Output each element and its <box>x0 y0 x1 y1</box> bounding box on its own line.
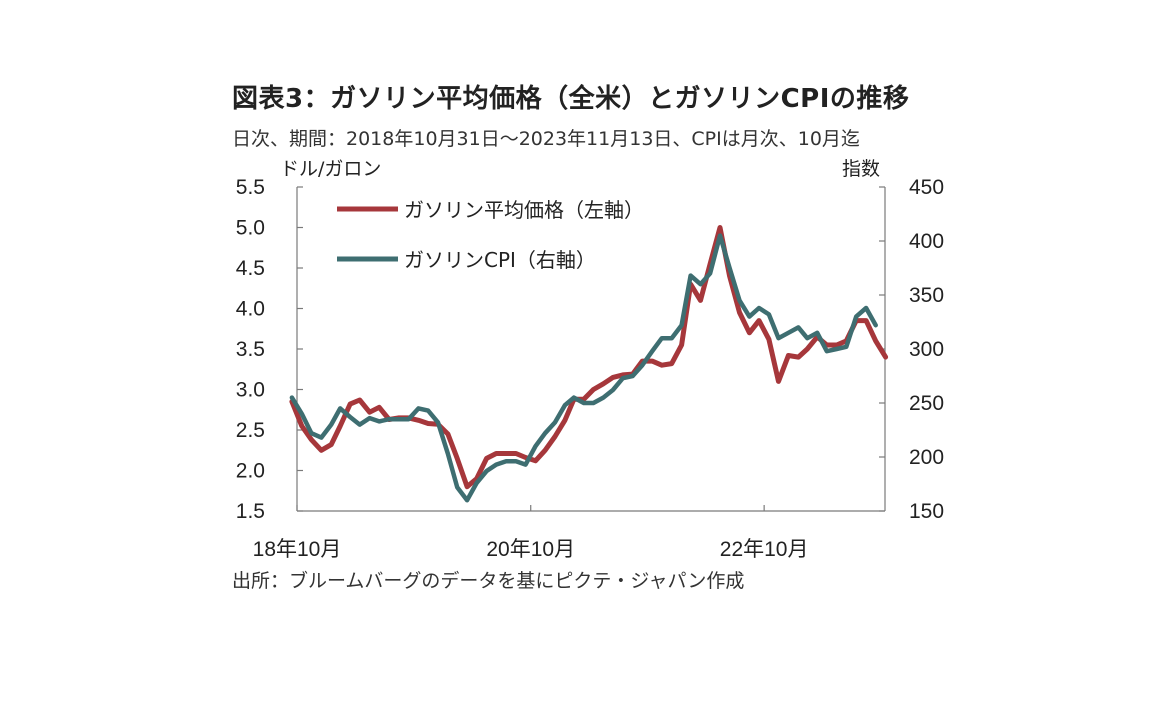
right-tick-label: 350 <box>909 284 944 307</box>
right-axis-unit-label: 指数 <box>842 158 881 180</box>
right-tick-label: 200 <box>909 446 944 469</box>
left-tick-label: 3.5 <box>236 338 265 361</box>
left-tick-label: 5.0 <box>236 217 265 240</box>
right-tick-label: 400 <box>909 230 944 253</box>
right-tick-label: 450 <box>909 176 944 199</box>
left-tick-label: 3.0 <box>236 379 265 402</box>
left-axis-unit-label: ドル/ガロン <box>280 158 382 180</box>
x-tick-label: 18年10月 <box>253 538 342 561</box>
right-tick-label: 300 <box>909 338 944 361</box>
left-tick-label: 2.0 <box>236 460 265 483</box>
x-tick-label: 22年10月 <box>720 538 809 561</box>
left-tick-label: 1.5 <box>236 500 265 523</box>
chart-axes: 5.5 5.0 4.5 4.0 3.5 3.0 2.5 2.0 1.5 450 400 350 300 2… <box>236 176 944 561</box>
left-tick-label: 5.5 <box>236 176 265 199</box>
left-tick-label: 4.0 <box>236 298 265 321</box>
chart-lines <box>289 225 889 503</box>
source-note: 出所：ブルームバーグのデータを基にピクテ・ジャパン作成 <box>232 570 745 592</box>
chart-legend: ガソリン平均価格（左軸） ガソリンCPI（右軸） <box>337 198 644 272</box>
x-tick-label: 20年10月 <box>486 538 575 561</box>
left-tick-label: 2.5 <box>236 419 265 442</box>
left-tick-label: 4.5 <box>236 257 265 280</box>
gasoline-cpi-line <box>289 233 878 503</box>
legend-label: ガソリンCPI（右軸） <box>404 248 596 272</box>
right-tick-label: 250 <box>909 392 944 415</box>
legend-label: ガソリン平均価格（左軸） <box>404 198 644 222</box>
chart-title: 図表3：ガソリン平均価格（全米）とガソリンCPIの推移 <box>232 84 910 114</box>
right-tick-label: 150 <box>909 500 944 523</box>
chart-subtitle: 日次、期間：2018年10月31日～2023年11月13日、CPIは月次、10月… <box>232 128 860 150</box>
